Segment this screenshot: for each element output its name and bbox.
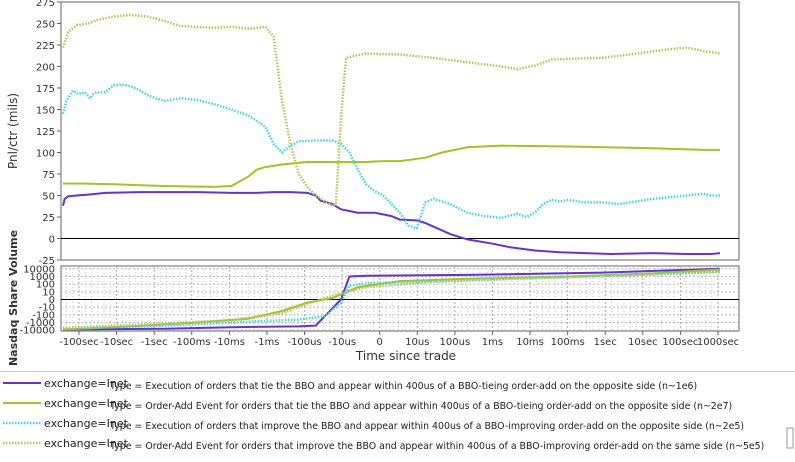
volume-x-tick-label: 10us — [405, 337, 429, 348]
volume-x-tick-label: 100ms — [551, 337, 585, 348]
pnl-y-tick-label: 125 — [36, 127, 55, 138]
volume-x-tick-label: 10sec — [628, 337, 658, 348]
volume-x-tick-label: 10ms — [516, 337, 544, 348]
pnl-y-tick-label: 200 — [36, 63, 55, 74]
legend-prefix: exchange=Inet — [44, 417, 129, 430]
pnl-y-tick-label: 0 — [49, 235, 55, 246]
volume-x-tick-label: 100us — [440, 337, 471, 348]
pnl-y-axis-label: Pnl/ctr (mils) — [6, 93, 20, 169]
pnl-y-tick-label: 250 — [36, 20, 55, 31]
volume-series-line-4 — [62, 270, 721, 330]
pnl-y-tick-label: 100 — [36, 149, 55, 160]
volume-y-tick-label: -10000 — [20, 326, 55, 337]
volume-x-tick-label: -100sec — [59, 337, 99, 348]
pnl-plot-area — [60, 1, 740, 261]
legend-label: Type = Order-Add Event for orders that i… — [109, 441, 764, 452]
volume-x-tick-label: 100sec — [662, 337, 698, 348]
volume-x-tick-label: 1ms — [482, 337, 503, 348]
volume-x-tick-label: -10sec — [100, 337, 133, 348]
volume-y-tick-label: 10 — [42, 287, 55, 298]
legend-prefix: exchange=Inet — [44, 377, 129, 390]
volume-x-tick-label: 1sec — [594, 337, 617, 348]
pnl-series-line-4 — [61, 13, 721, 208]
pnl-y-tick-label: 50 — [42, 192, 55, 203]
volume-y-tick-label: 0 — [49, 295, 55, 306]
volume-y-tick-label: -1000 — [26, 318, 55, 329]
volume-y-tick-label: -100 — [32, 310, 55, 321]
legend-label: Type = Execution of orders that improve … — [109, 421, 744, 432]
legend-label: Type = Execution of orders that tie the … — [109, 381, 697, 392]
volume-x-tick-label: -1sec — [141, 337, 168, 348]
volume-y-axis-label: Nasdaq Share Volume — [7, 230, 20, 366]
volume-x-tick-label: -10ms — [214, 337, 245, 348]
legend-label: Type = Order-Add Event for orders that t… — [109, 401, 732, 412]
volume-x-tick-label: 1000sec — [697, 337, 739, 348]
pnl-y-tick-label: 275 — [36, 0, 55, 9]
pnl-y-tick-label: 175 — [36, 84, 55, 95]
legend-prefix: exchange=Inet — [44, 397, 129, 410]
pnl-series-group — [61, 13, 721, 256]
volume-series-group — [62, 267, 721, 331]
pnl-y-tick-label: -25 — [39, 256, 55, 267]
pnl-y-tick-label: 225 — [36, 41, 55, 52]
pnl-y-tick-label: 25 — [42, 213, 55, 224]
pnl-y-tick-label: 150 — [36, 106, 55, 117]
x-axis-label: Time since trade — [355, 349, 456, 363]
volume-y-tick-label: -10 — [39, 303, 55, 314]
pnl-series-line-2 — [63, 144, 720, 188]
volume-x-axis: -100sec -10sec -1sec -100ms -10ms -1ms -100us -… — [59, 331, 739, 348]
pnl-panel: -25 0 25 50 75 100 125 150 175 200 225 250 275 Pnl/c… — [6, 0, 740, 267]
volume-y-tick-label: 100 — [36, 280, 55, 291]
volume-y-tick-label: 1000 — [30, 272, 55, 283]
volume-series-line-1 — [62, 267, 721, 331]
pnl-y-tick-label: 75 — [42, 170, 55, 181]
legend-scroll-handle[interactable] — [786, 427, 794, 449]
pnl-y-axis: -25 0 25 50 75 100 125 150 175 200 225 250 275 — [36, 0, 61, 267]
volume-x-tick-label: -100ms — [173, 337, 211, 348]
volume-x-tick-label: -10us — [328, 337, 356, 348]
volume-y-tick-label: 10000 — [23, 264, 55, 275]
legend-prefix: exchange=Inet — [44, 437, 129, 450]
volume-x-tick-label: -100us — [287, 337, 321, 348]
pnl-series-line-1 — [62, 191, 721, 256]
volume-x-tick-label: -1ms — [254, 337, 279, 348]
volume-x-tick-label: 0 — [377, 337, 383, 348]
